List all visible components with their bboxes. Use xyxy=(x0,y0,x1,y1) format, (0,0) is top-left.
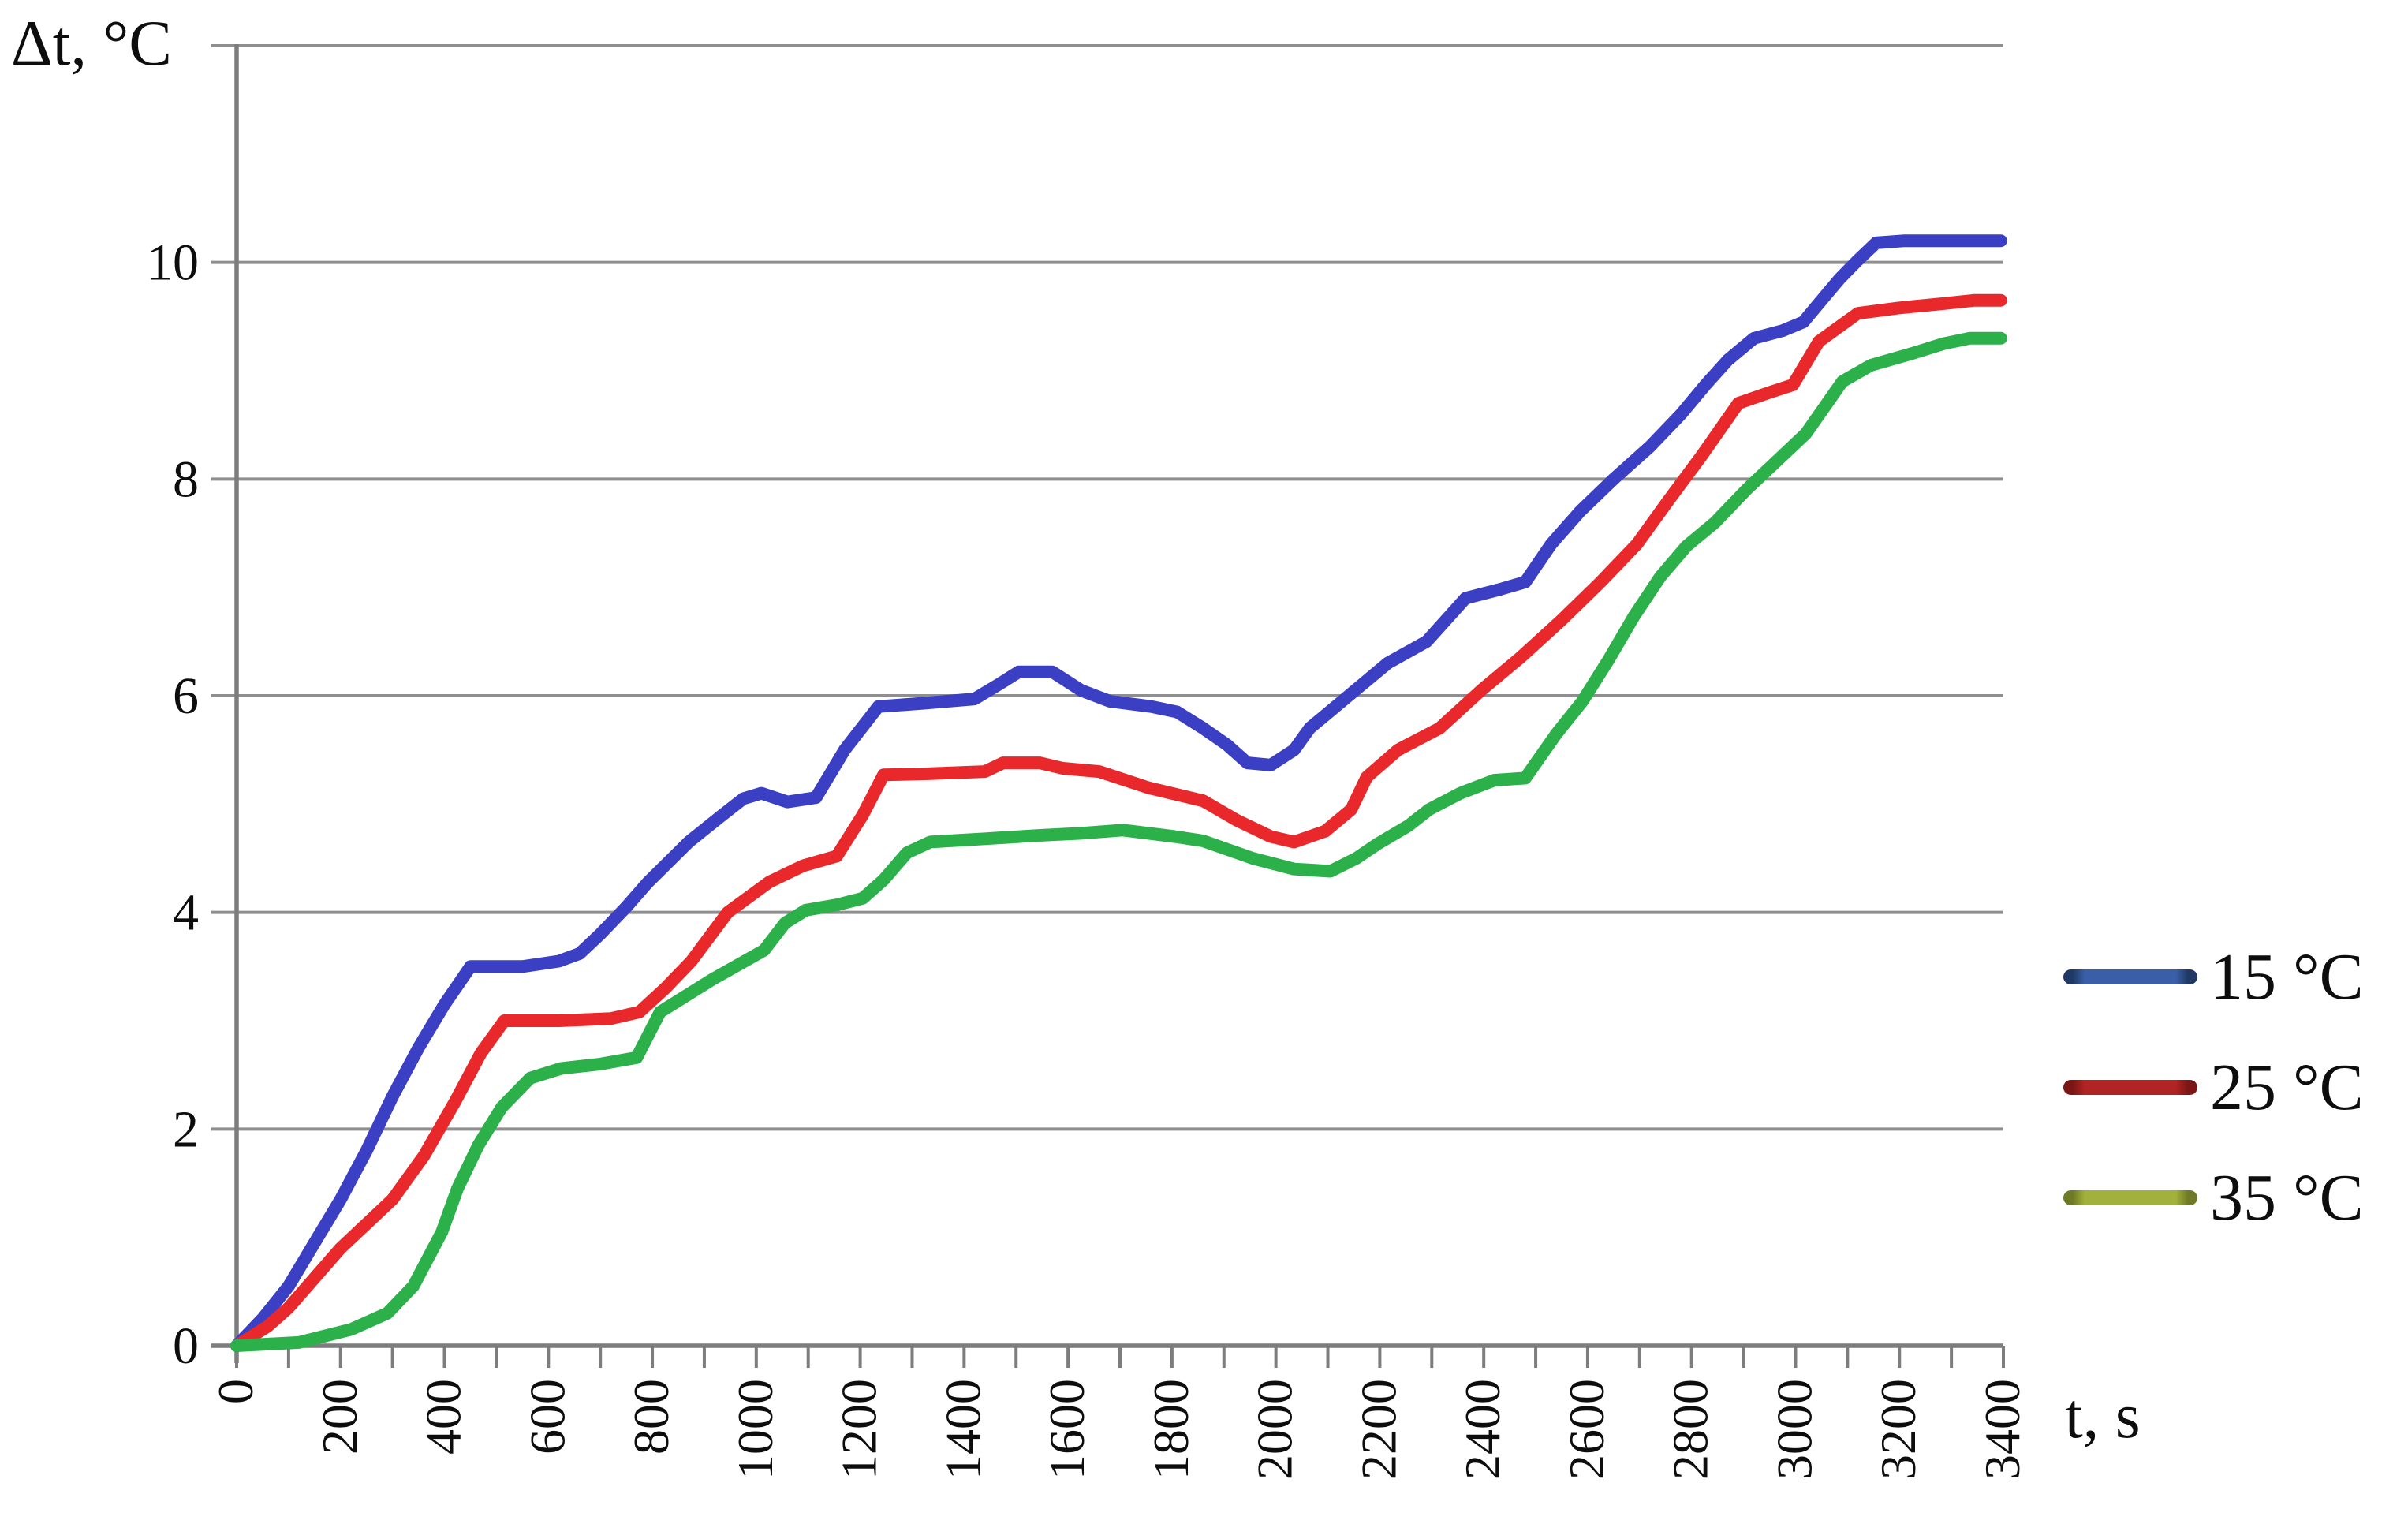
legend-item-15c: 15 °C xyxy=(2063,921,2364,1032)
x-axis-title: t, s xyxy=(2065,1380,2141,1451)
y-tick-label-4: 4 xyxy=(173,884,199,942)
y-axis-title: Δt, °C xyxy=(11,7,172,79)
x-tick-label-2000: 2000 xyxy=(1247,1379,1303,1480)
x-tick-label-2200: 2200 xyxy=(1350,1379,1406,1480)
y-tick-label-10: 10 xyxy=(147,234,199,292)
x-tick-label-0: 0 xyxy=(207,1379,263,1404)
x-tick-label-3000: 3000 xyxy=(1766,1379,1822,1480)
x-tick-label-1200: 1200 xyxy=(831,1379,887,1480)
legend: 15 °C 25 °C 35 °C xyxy=(2063,921,2364,1253)
legend-swatch-35c-icon xyxy=(2063,1190,2197,1205)
legend-swatch-15c-icon xyxy=(2063,969,2197,984)
legend-item-25c: 25 °C xyxy=(2063,1032,2364,1142)
x-tick-label-600: 600 xyxy=(519,1379,575,1455)
legend-label-25c: 25 °C xyxy=(2210,1050,2364,1124)
y-tick-label-2: 2 xyxy=(173,1100,199,1158)
x-tick-label-2400: 2400 xyxy=(1454,1379,1510,1480)
x-tick-label-200: 200 xyxy=(312,1379,368,1455)
x-tick-label-800: 800 xyxy=(623,1379,679,1455)
x-tick-label-400: 400 xyxy=(416,1379,472,1455)
y-tick-label-8: 8 xyxy=(173,450,199,508)
x-tick-label-1800: 1800 xyxy=(1143,1379,1199,1480)
legend-swatch-25c-icon xyxy=(2063,1079,2197,1095)
x-tick-label-3400: 3400 xyxy=(1974,1379,2030,1480)
y-tick-label-0: 0 xyxy=(173,1317,199,1375)
x-tick-label-1400: 1400 xyxy=(935,1379,991,1480)
x-tick-label-1600: 1600 xyxy=(1039,1379,1095,1480)
series-line-25°C xyxy=(230,293,2007,1352)
legend-label-35c: 35 °C xyxy=(2210,1160,2364,1235)
x-tick-label-2800: 2800 xyxy=(1663,1379,1719,1480)
y-tick-label-6: 6 xyxy=(173,667,199,725)
x-tick-label-2600: 2600 xyxy=(1559,1379,1615,1480)
series-line-15°C xyxy=(230,234,2007,1352)
x-tick-label-1000: 1000 xyxy=(727,1379,783,1480)
legend-label-15c: 15 °C xyxy=(2210,939,2364,1014)
x-tick-label-3200: 3200 xyxy=(1870,1379,1926,1480)
legend-item-35c: 35 °C xyxy=(2063,1142,2364,1253)
series-line-35°C xyxy=(230,331,2007,1352)
